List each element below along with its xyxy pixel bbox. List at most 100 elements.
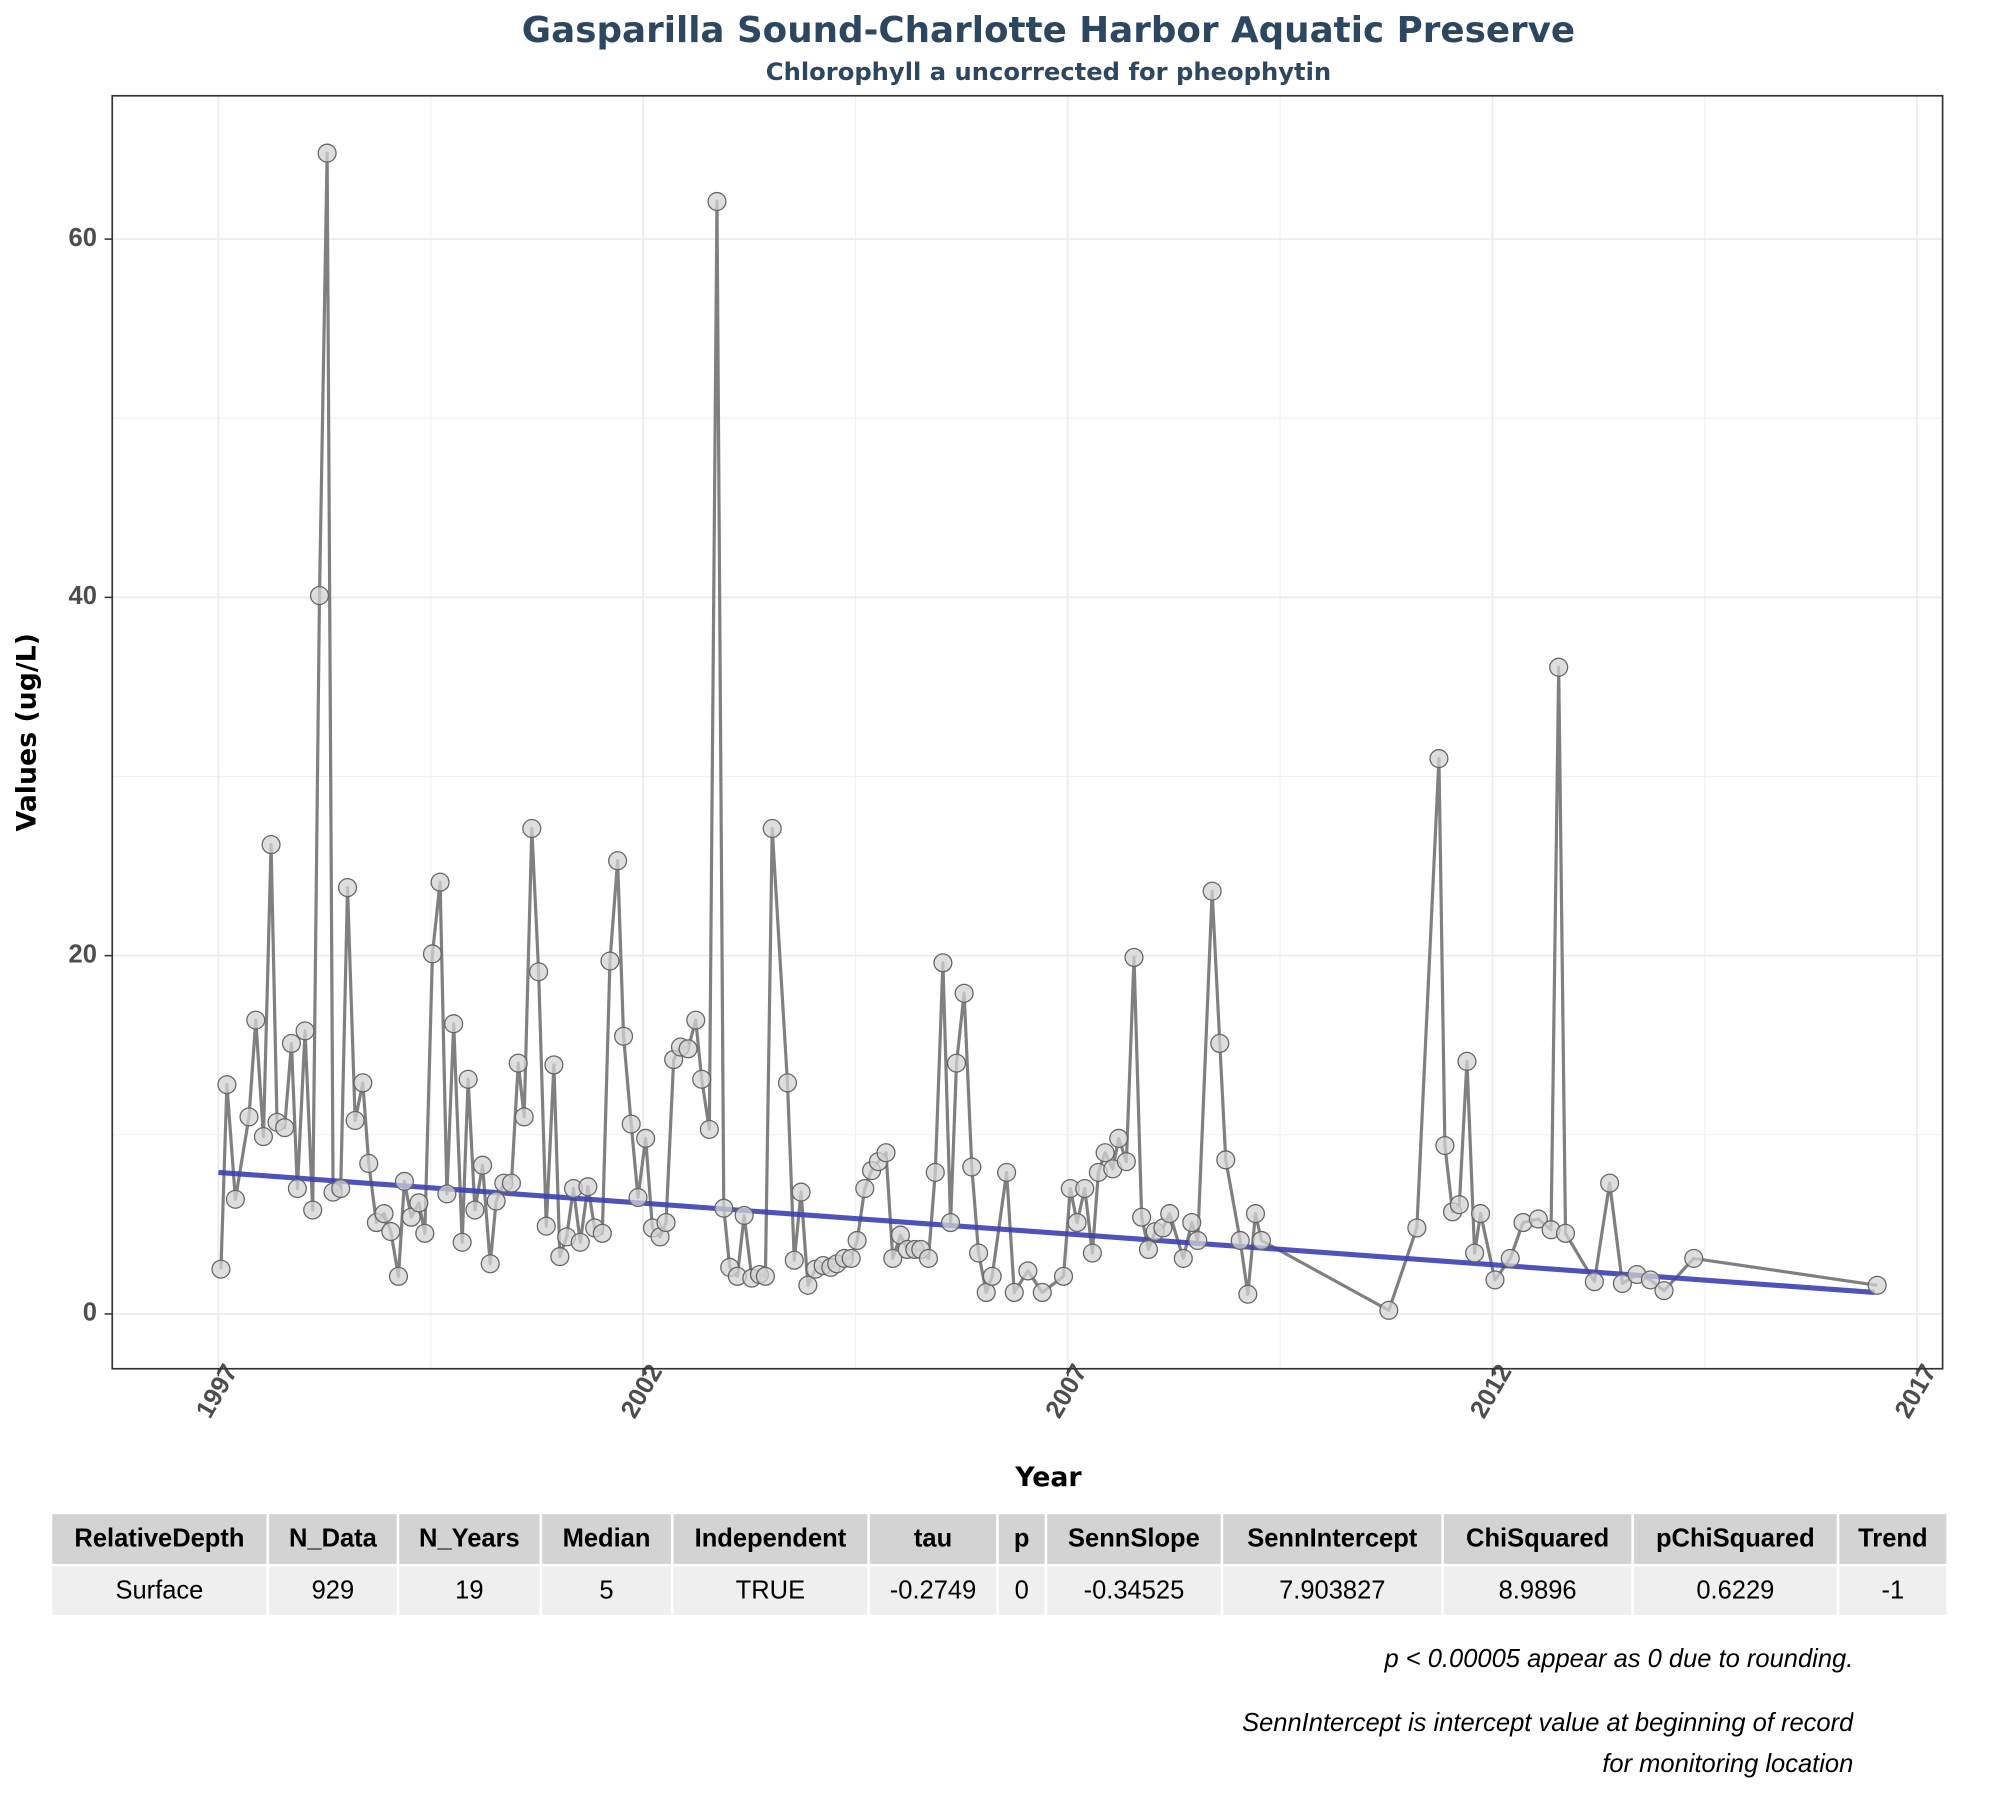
data-point (798, 1275, 818, 1295)
data-point (1379, 1300, 1399, 1320)
data-point (946, 1053, 967, 1073)
data-point (918, 1248, 939, 1268)
notes: p < 0.00005 appear as 0 due to rounding.… (1242, 1646, 1854, 1779)
data-point (570, 1232, 590, 1252)
data-point (678, 1039, 698, 1059)
table-cell-bg (1223, 1566, 1442, 1615)
data-point (1230, 1230, 1250, 1251)
data-point (692, 1069, 712, 1089)
table-header-cell (399, 1514, 540, 1564)
data-point (337, 878, 358, 898)
table-header: N_Years (419, 1524, 520, 1552)
data-point (1210, 1033, 1230, 1054)
data-point (578, 1177, 598, 1197)
table-cell: 0 (1015, 1577, 1029, 1605)
chart-subtitle: Chlorophyll a uncorrected for pheophytin (766, 58, 1331, 86)
data-point (784, 1250, 804, 1270)
data-point (317, 143, 337, 163)
note-2: SennIntercept is intercept value at begi… (1242, 1709, 1854, 1779)
table-cell: TRUE (736, 1577, 805, 1605)
data-point (430, 872, 450, 892)
data-point (707, 191, 727, 212)
table-cell-bg (399, 1566, 540, 1615)
data-point (437, 1184, 457, 1204)
data-point (1549, 657, 1569, 677)
table-cell-bg (1443, 1566, 1632, 1615)
data-point (508, 1053, 528, 1073)
table-cell-bg (1047, 1566, 1221, 1615)
data-point (1188, 1230, 1208, 1251)
table-header-cell (52, 1514, 267, 1564)
table-cell: Surface (115, 1577, 203, 1605)
data-point (976, 1282, 996, 1303)
data-point (791, 1182, 811, 1202)
data-point (303, 1200, 323, 1220)
x-axis-label: Year (1014, 1462, 1082, 1493)
data-point (1216, 1150, 1236, 1170)
data-point (353, 1073, 373, 1093)
data-point (374, 1204, 394, 1224)
table-cell: 0.6229 (1696, 1577, 1774, 1605)
data-point (381, 1221, 401, 1242)
data-point (969, 1243, 989, 1263)
data-point (636, 1128, 656, 1148)
table-cell-bg (269, 1566, 397, 1615)
data-point (522, 818, 542, 839)
data-point (1109, 1128, 1129, 1148)
data-point (544, 1055, 564, 1075)
data-point (1457, 1051, 1477, 1071)
data-point (1867, 1275, 1887, 1295)
table-cell-bg (673, 1566, 868, 1615)
data-point (1429, 749, 1449, 769)
data-point (422, 944, 443, 964)
table-header-cell (1443, 1514, 1632, 1564)
data-point (1032, 1282, 1052, 1303)
data-point (1449, 1195, 1469, 1215)
data-point (225, 1189, 245, 1209)
data-point (331, 1178, 351, 1199)
table-cell: 7.903827 (1279, 1577, 1385, 1605)
y-tick-label: 40 (69, 582, 97, 610)
table-header-cell (269, 1514, 397, 1564)
data-point (261, 835, 281, 855)
data-point (1018, 1261, 1038, 1281)
data-point (394, 1171, 414, 1191)
table-header: p (1014, 1524, 1030, 1552)
data-point (1082, 1243, 1102, 1263)
data-point (1202, 881, 1222, 901)
data-point (501, 1173, 522, 1193)
data-point (613, 1026, 634, 1046)
data-point (217, 1075, 237, 1095)
data-point (295, 1021, 315, 1041)
data-point (529, 962, 549, 982)
data-point (1238, 1284, 1258, 1304)
data-point (656, 1213, 676, 1233)
table-header-cell (1223, 1514, 1442, 1564)
table-cell-bg (52, 1566, 267, 1615)
data-point (458, 1069, 478, 1089)
y-tick-label: 0 (83, 1299, 97, 1327)
table-header: Trend (1858, 1524, 1927, 1552)
table-header: N_Data (289, 1524, 378, 1552)
data-point (1124, 947, 1144, 968)
data-point (714, 1198, 734, 1218)
data-point (762, 818, 782, 839)
table-cell: -0.34525 (1084, 1577, 1185, 1605)
data-point (686, 1010, 706, 1030)
table-header-cell (1633, 1514, 1837, 1564)
data-point (388, 1266, 409, 1286)
table-cell-bg (1633, 1566, 1837, 1615)
data-point (1470, 1204, 1491, 1224)
data-point (444, 1014, 464, 1034)
table-cell: -1 (1882, 1577, 1905, 1605)
table-cell-bg (998, 1566, 1045, 1615)
table-cell: 8.9896 (1499, 1577, 1577, 1605)
data-point (734, 1205, 754, 1225)
data-point (1600, 1173, 1620, 1193)
data-point (1684, 1248, 1704, 1268)
data-point (755, 1266, 775, 1286)
table-header: SennIntercept (1247, 1524, 1418, 1552)
table-cell-bg (869, 1566, 997, 1615)
